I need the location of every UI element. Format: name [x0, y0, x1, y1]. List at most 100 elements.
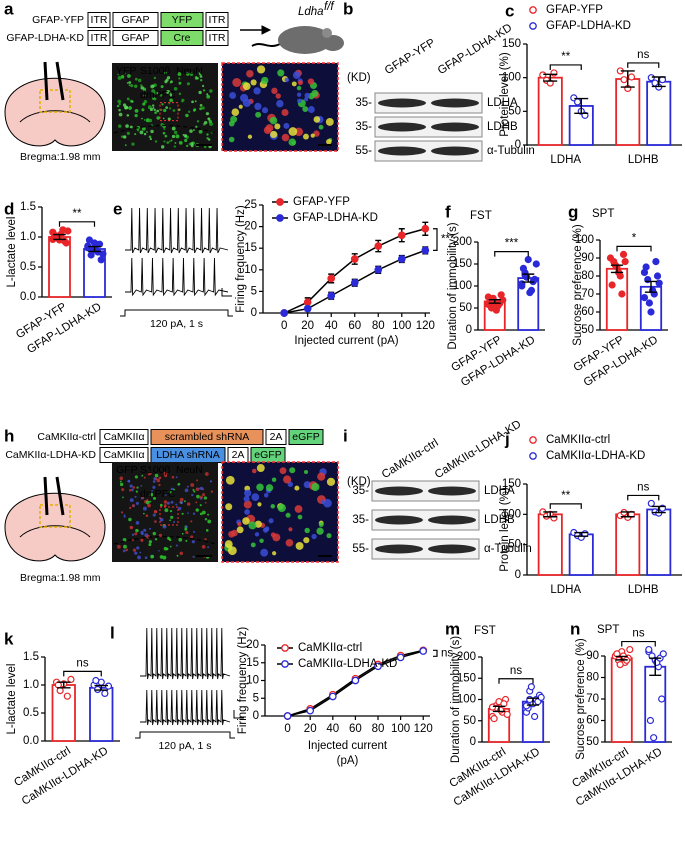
cell: [130, 488, 134, 492]
injection: [55, 61, 65, 101]
cell: [307, 106, 315, 113]
cell: [256, 483, 264, 492]
cell: [237, 521, 242, 527]
cell: [206, 94, 211, 99]
band: [375, 544, 423, 554]
construct-box: [205, 12, 229, 28]
cell: [167, 536, 171, 541]
cell: [191, 540, 195, 544]
panel-label: h: [4, 426, 14, 445]
cell: [207, 513, 210, 516]
data-point: [306, 706, 315, 715]
cell: [181, 512, 184, 515]
error-bar: [543, 73, 558, 82]
construct-box: [112, 30, 159, 46]
y-tick-label: 100: [502, 508, 521, 520]
cell: [164, 493, 167, 496]
sig-bracket: [627, 494, 660, 501]
cell: [134, 475, 138, 479]
band: [431, 122, 479, 132]
y-tick-label: 50: [508, 105, 521, 117]
cell: [193, 490, 196, 493]
data-point: [550, 69, 558, 77]
construct-part: ITR: [209, 14, 226, 26]
bar: [89, 686, 114, 742]
cell: [268, 518, 274, 524]
y-tick-label: 0: [515, 569, 521, 581]
data-point: [350, 255, 359, 263]
cell: [159, 503, 163, 507]
cell: [140, 484, 143, 487]
blot-strip: [374, 140, 483, 162]
cell: [208, 138, 211, 141]
cell: [141, 108, 145, 112]
cell: [146, 499, 149, 501]
cell: [128, 517, 132, 522]
y-tick-label: 90: [581, 252, 594, 264]
stain-label: NeuN: [176, 65, 203, 77]
cell: [261, 107, 269, 114]
cell: [192, 512, 196, 515]
cell: [126, 131, 130, 135]
cell: [154, 509, 158, 514]
cell: [236, 526, 244, 534]
panel-label: i: [343, 426, 348, 445]
cell: [169, 81, 172, 84]
cell: [204, 518, 208, 521]
y-tick-label: 100: [575, 234, 594, 246]
y-tick-label: 50: [581, 324, 594, 336]
band: [375, 486, 423, 496]
cell: [260, 548, 269, 557]
cell: [153, 76, 157, 80]
y-tick-label: 60: [586, 715, 599, 727]
cell: [209, 89, 213, 93]
cell: [288, 138, 297, 146]
cell: [184, 488, 189, 493]
data-point: [397, 231, 406, 240]
cell: [265, 124, 274, 132]
band: [375, 515, 423, 525]
y-tick-label: 200: [453, 236, 472, 248]
cell: [311, 482, 320, 492]
y-tick-label: 5: [253, 692, 259, 704]
cell: [154, 140, 158, 143]
x-tick-label: 120: [416, 320, 435, 332]
cell: [162, 555, 167, 560]
cell: [131, 539, 134, 542]
cell: [148, 118, 153, 123]
cell: [150, 129, 154, 134]
x-axis-label: (pA): [337, 755, 359, 767]
cell: [199, 495, 203, 499]
cell: [154, 520, 157, 523]
y-tick-label: 50: [459, 302, 472, 314]
cell: [118, 102, 121, 106]
cell: [122, 496, 124, 499]
sig-label: ns: [637, 481, 649, 493]
cell: [169, 545, 172, 548]
legend-label: GFAP-YFP: [293, 196, 350, 208]
data-point: [327, 274, 336, 283]
data-point: [303, 298, 312, 307]
cell: [143, 119, 146, 121]
bar: [537, 76, 563, 146]
stain-label: YFP: [116, 65, 136, 77]
y-tick-label: 0.0: [20, 291, 36, 303]
cell: [195, 125, 198, 128]
sig-bracket: [433, 649, 438, 657]
cell: [149, 107, 153, 112]
cell: [136, 486, 139, 489]
sig-label: **: [561, 490, 570, 502]
data-point: [645, 645, 653, 654]
cell: [141, 474, 144, 477]
cell: [168, 93, 173, 97]
data-point: [608, 281, 616, 289]
cell: [122, 549, 126, 553]
sig-bracket: [433, 228, 438, 251]
cell: [117, 76, 122, 80]
cell: [159, 517, 164, 522]
cell: [121, 488, 125, 492]
region-label: dmPFC: [140, 488, 176, 500]
y-tick-label: 1.0: [20, 231, 36, 243]
cell: [168, 490, 172, 494]
cell: [192, 555, 195, 558]
